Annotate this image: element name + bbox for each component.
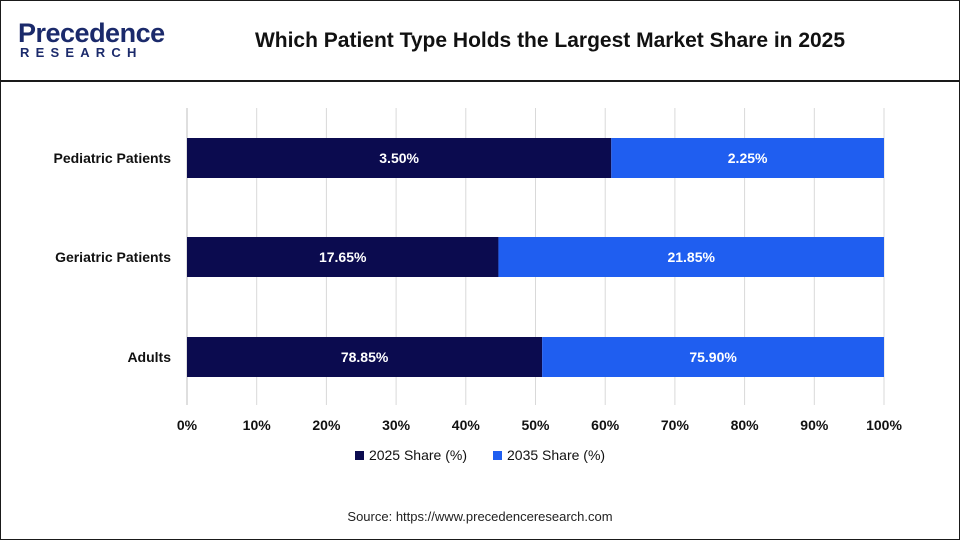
bar-segment: [611, 138, 884, 178]
x-tick-label: 100%: [866, 417, 902, 433]
x-tick-label: 60%: [591, 417, 620, 433]
x-tick-label: 90%: [800, 417, 829, 433]
source-note: Source: https://www.precedenceresearch.c…: [347, 509, 613, 524]
bar-segment: [498, 237, 884, 277]
x-tick-label: 20%: [312, 417, 341, 433]
data-label: 2.25%: [728, 150, 768, 166]
legend-label-2035: 2035 Share (%): [507, 447, 606, 463]
bar-segment: [542, 337, 884, 377]
legend-swatch-2025: [354, 450, 364, 460]
data-label: 21.85%: [667, 249, 715, 265]
header-divider: [0, 80, 960, 82]
x-tick-label: 80%: [731, 417, 760, 433]
x-tick-label: 70%: [661, 417, 690, 433]
x-tick-label: 40%: [452, 417, 481, 433]
x-tick-label: 10%: [243, 417, 272, 433]
legend-item-2025: 2025 Share (%): [354, 447, 467, 463]
data-label: 17.65%: [319, 249, 367, 265]
chart-title: Which Patient Type Holds the Largest Mar…: [254, 29, 846, 52]
header: Precedence RESEARCH Which Patient Type H…: [0, 0, 960, 81]
category-label: Adults: [127, 349, 171, 365]
x-tick-label: 30%: [382, 417, 411, 433]
bar-segment: [187, 237, 499, 277]
bar-segment: [187, 337, 543, 377]
category-label: Pediatric Patients: [54, 150, 172, 166]
x-tick-label: 50%: [521, 417, 550, 433]
legend-label-2025: 2025 Share (%): [368, 447, 467, 463]
data-label: 75.90%: [689, 349, 737, 365]
chart-legend: 2025 Share (%) 2035 Share (%): [0, 444, 960, 466]
data-label: 78.85%: [341, 349, 389, 365]
brand-logo: Precedence RESEARCH: [18, 18, 168, 64]
logo-subtitle: RESEARCH: [20, 45, 143, 60]
category-label: Geriatric Patients: [55, 249, 171, 265]
legend-swatch-2035: [493, 450, 502, 460]
bar-segment: [187, 138, 612, 178]
logo-wordmark: Precedence: [18, 18, 165, 48]
data-label: 3.50%: [379, 150, 419, 166]
x-tick-label: 0%: [177, 417, 198, 433]
legend-item-2035: 2035 Share (%): [493, 447, 605, 463]
